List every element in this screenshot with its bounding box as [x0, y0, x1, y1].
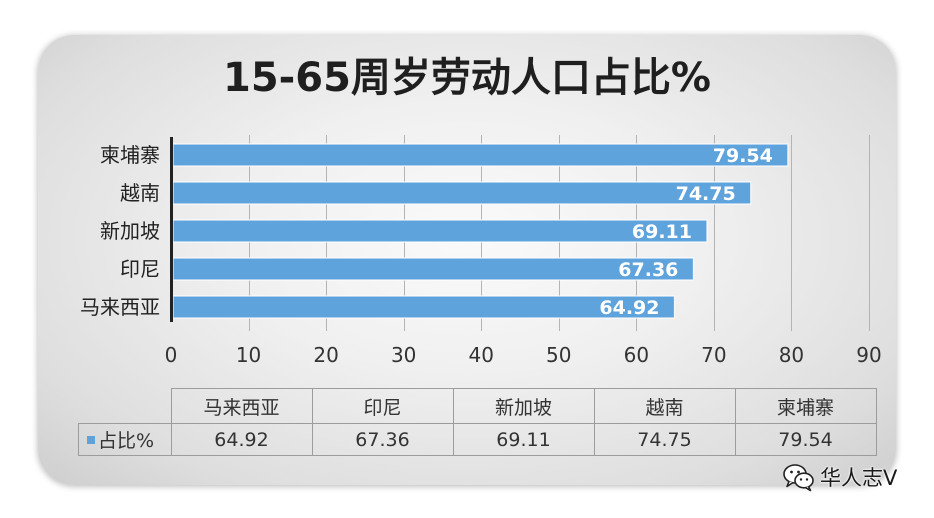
category-label: 新加坡	[100, 219, 160, 243]
data-table-header-cell: 柬埔寨	[734, 388, 877, 424]
data-table: 马来西亚 印尼 新加坡 越南 柬埔寨 占比% 64.92 67.36 69.11 74.75 7…	[78, 388, 877, 456]
bar-value-label: 69.11	[632, 221, 692, 243]
category-label: 柬埔寨	[100, 143, 160, 167]
legend-label: 占比%	[98, 430, 155, 452]
x-tick-label: 90	[856, 343, 881, 367]
x-tick-label: 50	[546, 343, 571, 367]
data-table-header-cell: 新加坡	[452, 388, 595, 424]
data-table-value-row: 占比% 64.92 67.36 69.11 74.75 79.54	[78, 423, 877, 456]
data-table-value-cell: 69.11	[452, 423, 595, 456]
watermark-text: 华人志V	[820, 466, 898, 490]
bar-5	[172, 143, 789, 167]
wechat-icon	[783, 464, 814, 492]
data-table-value-cell: 74.75	[593, 423, 736, 456]
data-table-value-cell: 64.92	[170, 423, 313, 456]
chart-title: 15-65周岁劳动人口占比%	[222, 55, 711, 101]
data-table-value-cell: 79.54	[734, 423, 877, 456]
category-label: 马来西亚	[80, 295, 160, 319]
legend-swatch	[87, 435, 95, 444]
bar-2	[172, 257, 695, 281]
data-table-corner-cell	[79, 389, 172, 424]
category-label: 印尼	[120, 257, 160, 281]
legend-key-cell: 占比%	[78, 423, 172, 456]
bar-value-label: 79.54	[713, 145, 773, 167]
x-tick-label: 30	[391, 343, 416, 367]
bar-value-label: 64.92	[599, 297, 659, 319]
x-tick-label: 0	[165, 343, 178, 367]
x-tick-label: 20	[313, 343, 338, 367]
x-tick-label: 10	[236, 343, 261, 367]
watermark: 华人志V	[782, 461, 897, 493]
bar-3	[172, 219, 708, 243]
x-tick-label: 40	[468, 343, 493, 367]
x-tick-label: 70	[701, 343, 726, 367]
data-table-value-cell: 67.36	[311, 423, 454, 456]
data-table-header-cell: 印尼	[311, 388, 454, 424]
data-table-header-cell: 马来西亚	[170, 388, 313, 424]
x-tick-label: 60	[624, 343, 649, 367]
x-tick-label: 80	[779, 343, 804, 367]
data-table-header-cell: 越南	[593, 388, 736, 424]
bar-value-label: 74.75	[676, 183, 736, 205]
category-label: 越南	[120, 181, 160, 205]
data-table-header-row: 马来西亚 印尼 新加坡 越南 柬埔寨	[79, 388, 877, 424]
bar-4	[172, 181, 752, 205]
bar-value-label: 67.36	[618, 259, 678, 281]
